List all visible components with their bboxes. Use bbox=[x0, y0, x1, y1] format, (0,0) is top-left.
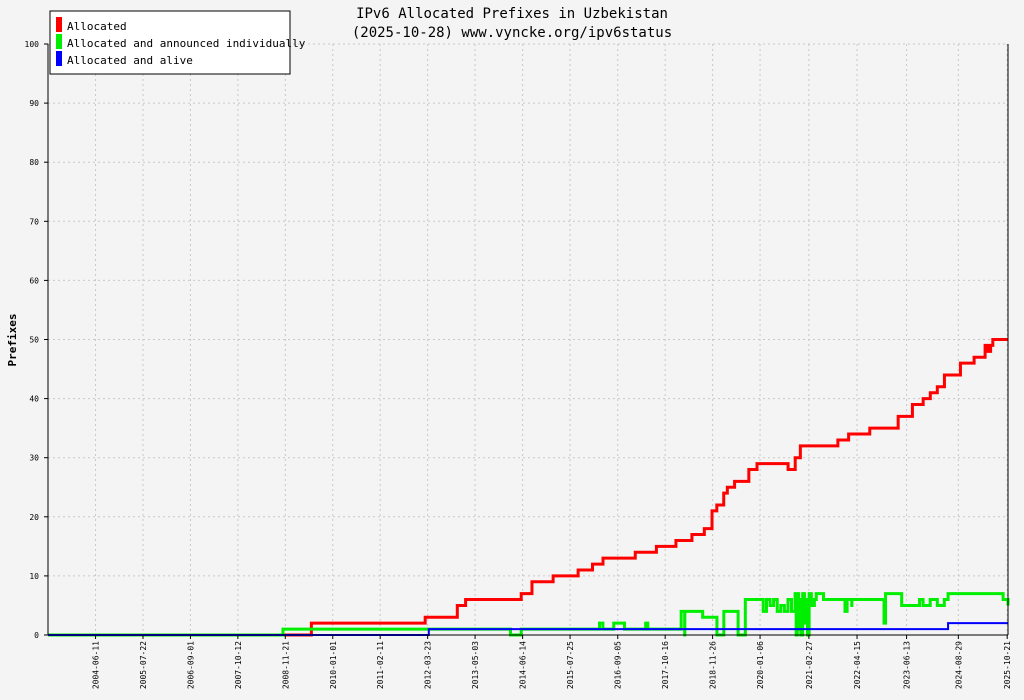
x-tick-label: 2008-11-21 bbox=[281, 641, 290, 689]
x-tick-labels: 2004-06-11 2005-07-22 2006-09-01 2007-10-12… bbox=[92, 641, 1013, 689]
x-tick-label: 2018-11-26 bbox=[709, 641, 718, 689]
y-tick-label: 20 bbox=[29, 513, 39, 522]
x-tick-label: 2016-09-05 bbox=[614, 641, 623, 689]
x-tick-label: 2021-02-27 bbox=[805, 641, 814, 689]
y-tick-labels: 0 10 20 30 40 50 60 70 80 90 100 bbox=[25, 40, 40, 640]
y-axis-label: Prefixes bbox=[6, 314, 19, 367]
legend: Allocated Allocated and announced indivi… bbox=[49, 10, 306, 75]
y-tick-label: 60 bbox=[29, 276, 39, 285]
y-tick-label: 30 bbox=[29, 454, 39, 463]
x-tick-label: 2013-05-03 bbox=[471, 641, 480, 689]
x-tick-label: 2005-07-22 bbox=[139, 641, 148, 689]
y-tick-label: 100 bbox=[25, 40, 40, 49]
y-tick-label: 10 bbox=[29, 572, 39, 581]
x-tick-label: 2020-01-06 bbox=[756, 641, 765, 689]
y-tick-label: 40 bbox=[29, 395, 39, 404]
x-tick-label: 2025-10-21 bbox=[1003, 641, 1012, 689]
x-tick-label: 2024-08-29 bbox=[954, 641, 963, 689]
x-tick-label: 2011-02-11 bbox=[376, 641, 385, 689]
legend-swatch-alive bbox=[56, 51, 62, 66]
x-tick-label: 2004-06-11 bbox=[92, 641, 101, 689]
x-tick-label: 2006-09-01 bbox=[186, 641, 195, 689]
x-tick-label: 2022-04-15 bbox=[853, 641, 862, 689]
legend-swatch-allocated bbox=[56, 17, 62, 32]
x-tick-label: 2007-10-12 bbox=[234, 641, 243, 689]
x-tick-label: 2017-10-16 bbox=[661, 641, 670, 689]
legend-label-announced: Allocated and announced individually bbox=[67, 37, 306, 50]
x-tick-label: 2014-06-14 bbox=[519, 641, 528, 689]
axes bbox=[44, 43, 1009, 639]
y-tick-label: 70 bbox=[29, 217, 39, 226]
chart-subtitle: (2025-10-28) www.vyncke.org/ipv6status bbox=[352, 25, 672, 41]
chart-title: IPv6 Allocated Prefixes in Uzbekistan bbox=[356, 6, 668, 22]
series-line-allocated-and-announced-individually bbox=[48, 592, 1010, 637]
series-line-allocated bbox=[48, 338, 1008, 637]
legend-label-alive: Allocated and alive bbox=[67, 54, 193, 67]
x-tick-label: 2010-01-01 bbox=[329, 641, 338, 689]
y-tick-label: 90 bbox=[29, 99, 39, 108]
legend-swatch-announced bbox=[56, 34, 62, 49]
x-tick-label: 2023-06-13 bbox=[903, 641, 912, 689]
y-tick-label: 0 bbox=[34, 631, 39, 640]
x-tick-label: 2012-03-23 bbox=[424, 641, 433, 689]
legend-label-allocated: Allocated bbox=[67, 20, 127, 33]
legend-box bbox=[49, 10, 291, 75]
x-tick-label: 2015-07-25 bbox=[566, 641, 575, 689]
y-tick-label: 80 bbox=[29, 158, 39, 167]
y-tick-label: 50 bbox=[29, 336, 39, 345]
